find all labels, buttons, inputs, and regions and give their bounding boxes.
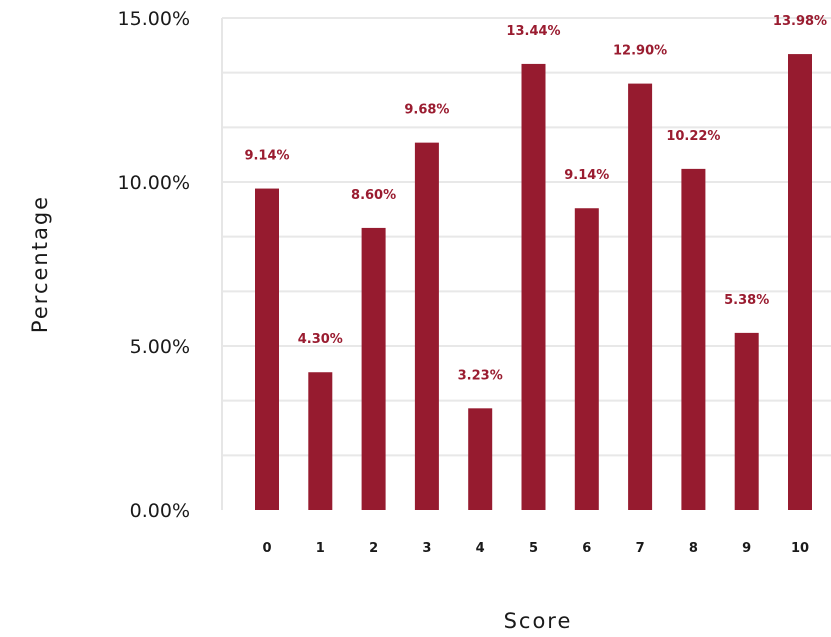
x-tick-label-0: 0	[262, 541, 271, 556]
x-tick-label-3: 3	[422, 541, 431, 556]
x-tick-label-8: 8	[689, 541, 698, 556]
data-label-7: 12.90%	[613, 44, 667, 59]
data-label-6: 9.14%	[564, 168, 609, 183]
data-label-2: 8.60%	[351, 188, 396, 203]
bar-8	[681, 168, 706, 510]
x-tick-label-1: 1	[316, 541, 325, 556]
x-axis-title: Score	[504, 609, 573, 633]
data-label-8: 10.22%	[666, 129, 720, 144]
x-tick-label-2: 2	[369, 541, 378, 556]
bar-1	[308, 372, 333, 510]
bar-2	[361, 227, 386, 511]
y-tick-label: 15.00%	[118, 8, 190, 30]
data-label-3: 9.68%	[404, 103, 449, 118]
bar-4	[468, 408, 493, 510]
x-tick-label-5: 5	[529, 541, 538, 556]
data-label-4: 3.23%	[458, 368, 503, 383]
data-label-9: 5.38%	[724, 293, 769, 308]
bar-10	[788, 54, 812, 510]
bar-3	[414, 142, 439, 510]
y-axis-title: Percentage	[28, 195, 52, 333]
data-label-10: 13.98%	[773, 14, 827, 29]
data-label-0: 9.14%	[244, 149, 289, 164]
bar-7	[628, 83, 653, 510]
bar-9	[734, 332, 759, 510]
bar-0	[255, 188, 279, 510]
data-label-1: 4.30%	[298, 332, 343, 347]
data-label-5: 13.44%	[506, 24, 560, 39]
x-tick-label-10: 10	[791, 541, 809, 556]
x-tick-label-4: 4	[476, 541, 485, 556]
x-tick-label-6: 6	[582, 541, 591, 556]
bar-6	[574, 208, 599, 511]
x-tick-label-7: 7	[636, 541, 645, 556]
x-tick-label-9: 9	[742, 541, 751, 556]
bar-5	[521, 63, 546, 511]
y-tick-label: 10.00%	[118, 172, 190, 194]
y-tick-label: 0.00%	[130, 500, 190, 522]
y-tick-label: 5.00%	[130, 336, 190, 358]
